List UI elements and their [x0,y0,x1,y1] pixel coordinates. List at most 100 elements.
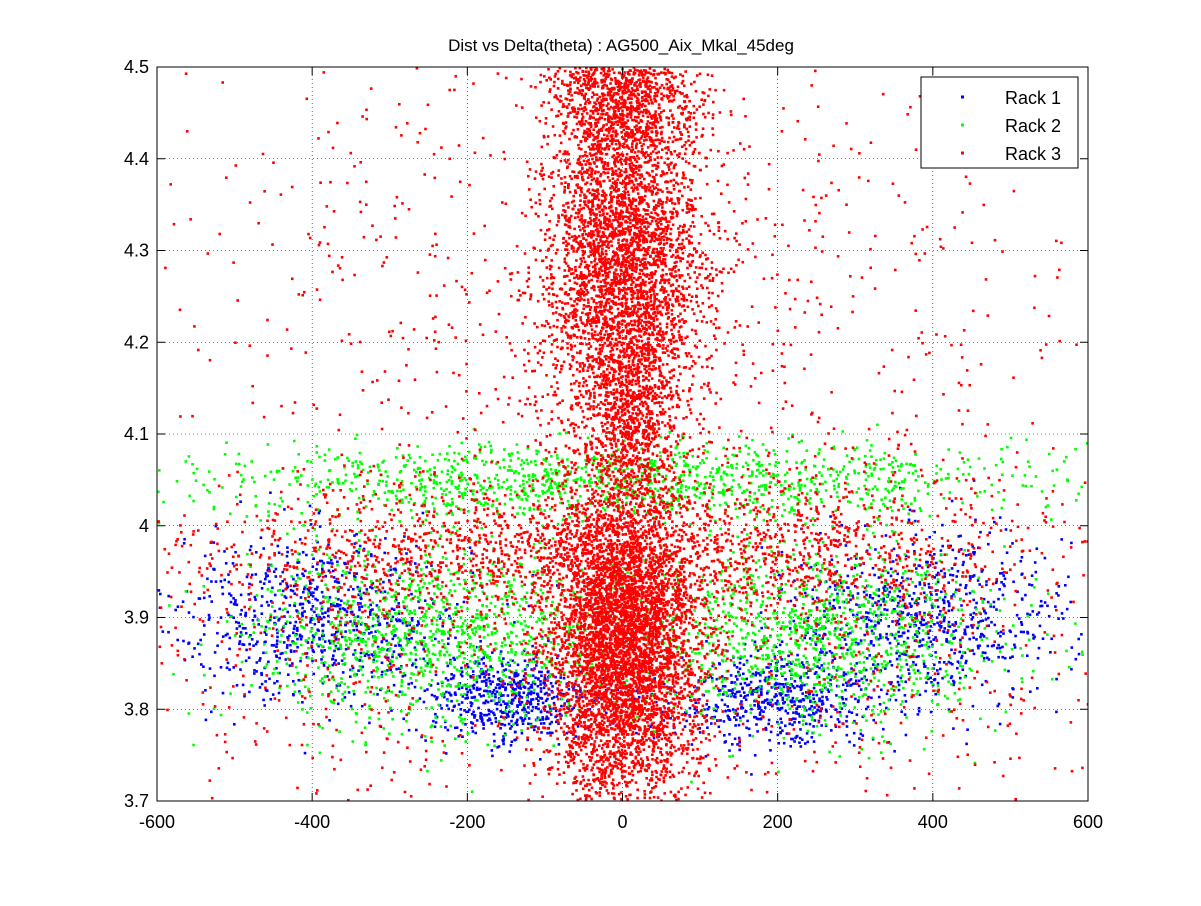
data-point [498,486,501,489]
data-point [833,488,836,491]
data-point [300,657,303,660]
data-point [216,632,219,635]
data-point [847,575,850,578]
data-point [516,704,519,707]
data-point [464,619,467,622]
data-point [401,681,404,684]
data-point [913,497,916,500]
data-point [893,457,896,460]
data-point [674,454,677,457]
data-point [841,696,844,699]
data-point [783,492,786,495]
data-point [357,554,360,557]
data-point [282,625,285,628]
data-point [220,666,223,669]
data-point [736,666,739,669]
data-point [431,639,434,642]
data-point [608,482,611,485]
data-point [519,485,522,488]
data-point [745,445,748,448]
data-point [969,575,972,578]
data-point [765,728,768,731]
data-point [379,624,382,627]
data-point [878,595,881,598]
data-point [337,690,340,693]
data-point [308,637,311,640]
data-point [500,598,503,601]
data-point [402,563,405,566]
data-point [477,660,480,663]
data-point [900,635,903,638]
data-point [516,675,519,678]
data-point [833,485,836,488]
data-point [378,469,381,472]
data-point [223,579,226,582]
data-point [369,613,372,616]
data-point [521,585,524,588]
data-point [479,489,482,492]
data-point [868,463,871,466]
data-point [890,568,893,571]
data-point [513,661,516,664]
data-point [352,588,355,591]
data-point [448,654,451,657]
data-point [177,605,180,608]
data-point [910,605,913,608]
data-point [350,565,353,568]
data-point [803,459,806,462]
data-point [488,677,491,680]
data-point [800,745,803,748]
data-point [372,661,375,664]
data-point [765,484,768,487]
data-point [373,675,376,678]
data-point [380,687,383,690]
data-point [457,463,460,466]
data-point [425,519,428,522]
data-point [442,601,445,604]
data-point [513,681,516,684]
data-point [955,629,958,632]
data-point [746,489,749,492]
data-point [502,674,505,677]
data-point [381,662,384,665]
data-point [566,458,569,461]
data-point [406,609,409,612]
data-point [385,484,388,487]
data-point [919,581,922,584]
data-point [292,470,295,473]
data-point [265,575,268,578]
data-point [397,636,400,639]
data-point [504,689,507,692]
data-point [386,498,389,501]
data-point [731,493,734,496]
data-point [406,624,409,627]
data-point [395,628,398,631]
data-point [480,503,483,506]
data-point [885,534,888,537]
data-point [424,613,427,616]
data-point [1006,446,1009,449]
data-point [979,491,982,494]
data-point [951,500,954,503]
data-point [432,633,435,636]
data-point [401,733,404,736]
data-point [331,562,334,565]
data-point [430,474,433,477]
data-point [453,460,456,463]
data-point [966,728,969,731]
data-point [811,736,814,739]
data-point [860,639,863,642]
data-point [410,498,413,501]
data-point [331,621,334,624]
data-point [354,437,357,440]
data-point [183,542,186,545]
data-point [405,644,408,647]
data-point [940,591,943,594]
data-point [909,602,912,605]
data-point [514,479,517,482]
data-point [274,623,277,626]
data-point [858,680,861,683]
data-point [584,466,587,469]
data-point [809,489,812,492]
data-point [952,637,955,640]
